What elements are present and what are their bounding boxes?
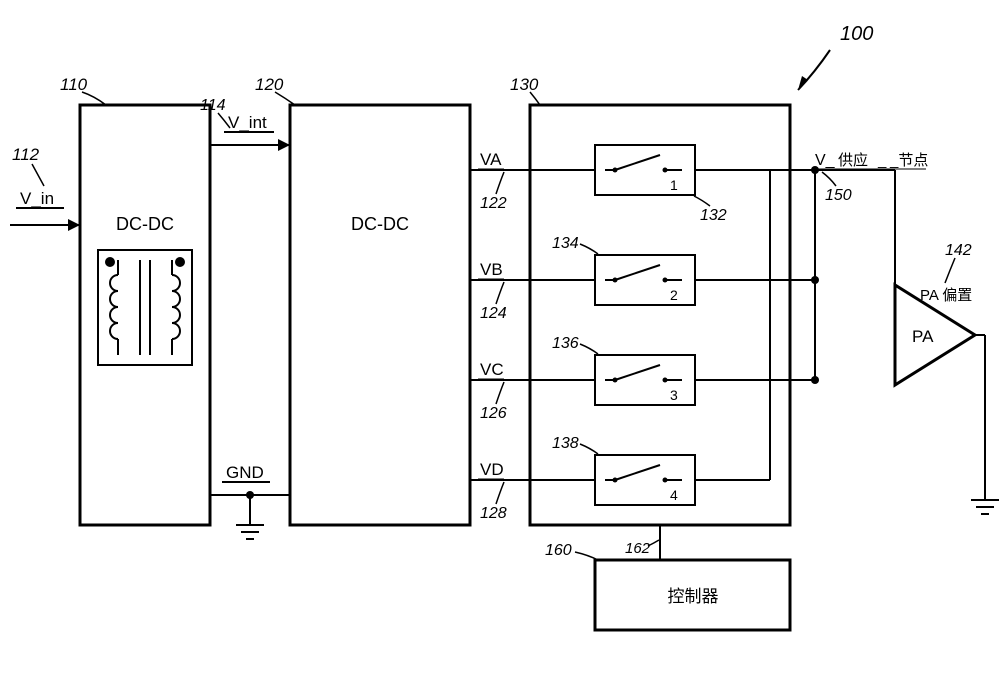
ref-122: 122 — [480, 195, 507, 212]
ref-132-leader — [694, 196, 710, 206]
ref-162: 162 — [625, 540, 651, 557]
ref-142: 142 — [945, 242, 972, 259]
pa-bias-label: PA 偏置 — [920, 287, 972, 304]
ref-132: 132 — [700, 207, 727, 224]
svg-text:1: 1 — [670, 177, 678, 193]
svg-text:4: 4 — [670, 487, 678, 503]
circuit-diagram: 100 DC-DC 110 112 V_in 120 — [0, 0, 1000, 678]
stage1-block — [80, 105, 210, 525]
ref-134: 134 — [552, 235, 579, 252]
svg-text:3: 3 — [670, 387, 678, 403]
gnd-symbol — [236, 525, 264, 539]
vc-label: VC — [480, 360, 504, 379]
ref-126-leader — [496, 382, 504, 404]
ref-124: 124 — [480, 305, 507, 322]
svg-text:V_: V_ — [815, 152, 836, 169]
svg-text:2: 2 — [670, 287, 678, 303]
ref-136: 136 — [552, 335, 579, 352]
switch-1: 1 — [595, 145, 695, 195]
vint-arrowhead — [278, 139, 290, 151]
ref-138-leader — [580, 444, 598, 454]
ref-110-leader — [82, 92, 106, 105]
ref-120-leader — [275, 92, 295, 105]
supply-node-label: V_ 供应 _ _节点 — [813, 151, 928, 169]
ref-114: 114 — [200, 97, 226, 114]
ref-112: 112 — [12, 145, 40, 164]
ref-134-leader — [580, 244, 598, 254]
switch-2: 2 — [595, 255, 695, 305]
ref-100: 100 — [840, 23, 873, 45]
ref-160-leader — [575, 552, 598, 560]
ref-128: 128 — [480, 505, 507, 522]
stage2-block — [290, 105, 470, 525]
ref-112-leader — [32, 164, 44, 186]
ref-142-leader — [945, 258, 955, 283]
ref-120: 120 — [255, 75, 284, 94]
va-label: VA — [480, 150, 502, 169]
vin-arrowhead — [68, 219, 80, 231]
ref-122-leader — [496, 172, 504, 194]
svg-text:_: _ — [877, 152, 887, 169]
svg-text:供应: 供应 — [838, 151, 868, 169]
ref-160: 160 — [545, 542, 572, 559]
stage1-label: DC-DC — [116, 214, 174, 234]
ref-150: 150 — [825, 187, 852, 204]
ref-130: 130 — [510, 75, 539, 94]
vd-label: VD — [480, 460, 504, 479]
gnd-label: GND — [226, 463, 264, 482]
ref-126: 126 — [480, 405, 507, 422]
controller-label: 控制器 — [668, 587, 719, 606]
ref-150-leader — [822, 172, 836, 186]
ref-100-arrowhead — [798, 76, 808, 90]
pa-label: PA — [912, 327, 934, 346]
svg-text:_节点: _节点 — [889, 152, 928, 169]
vin-label: V_in — [20, 189, 54, 208]
switch-4: 4 — [595, 455, 695, 505]
stage2-label: DC-DC — [351, 214, 409, 234]
ref-138: 138 — [552, 435, 579, 452]
ref-110: 110 — [60, 75, 88, 94]
pa-gnd-symbol — [971, 500, 999, 514]
ref-124-leader — [496, 282, 504, 304]
vb-label: VB — [480, 260, 503, 279]
vint-label: V_int — [228, 113, 267, 132]
transformer-icon — [98, 250, 192, 365]
switch-bank-frame — [530, 105, 790, 525]
switch-3: 3 — [595, 355, 695, 405]
ref-136-leader — [580, 344, 598, 354]
ref-128-leader — [496, 482, 504, 504]
